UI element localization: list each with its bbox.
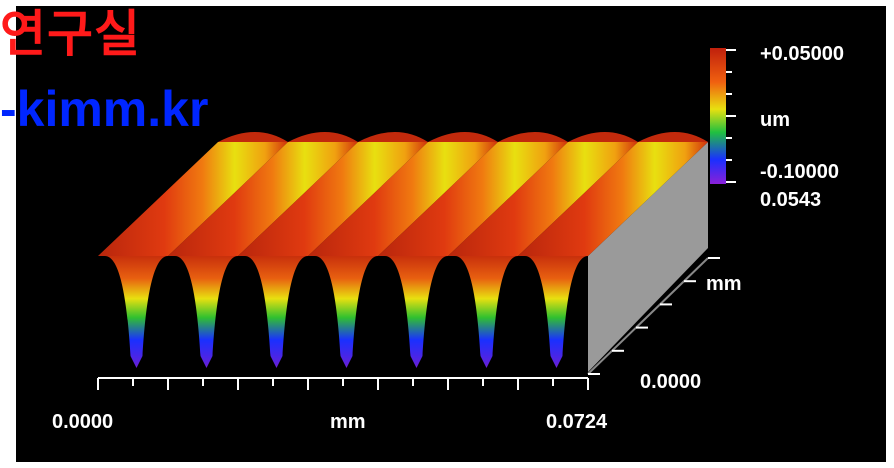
x-axis-unit-label: mm [330,411,366,433]
watermark-korean-text: 연구실 [0,5,141,63]
colorbar-ticks [726,49,736,183]
y-axis [587,257,720,375]
y-axis-unit-label: mm [706,273,742,295]
surface-ridge [378,142,568,256]
surface-valley [175,256,238,368]
colorbar-max-label: +0.05000 [760,43,844,65]
surface-ridge-crest [428,132,498,142]
surface-ridge [308,142,498,256]
colorbar-extra-label: 0.0543 [760,189,821,211]
surface-valley [385,256,448,368]
surface-ridge-crest [288,132,358,142]
surface-valley [315,256,378,368]
surface-valley [525,256,588,368]
x-axis [97,377,589,390]
y-axis-start-label: 0.0000 [640,371,701,393]
surface-ridge [448,142,638,256]
surface-ridge-crest [638,132,708,142]
surface-ridge-crest [498,132,568,142]
surface-valley [455,256,518,368]
surface-front-profile [105,256,588,368]
surface-ridge [168,142,358,256]
colorbar-min-label: -0.10000 [760,161,839,183]
x-axis-end-label: 0.0724 [546,411,608,433]
surface-ridges [98,132,708,256]
surface-ridge [98,142,288,256]
colorbar-unit-label: um [760,109,790,131]
surface-ridge [518,142,708,256]
surface-valley [105,256,168,368]
surface-ridge-crest [568,132,638,142]
surface-valley [245,256,308,368]
surface-side-wall [588,142,708,372]
surface-ridge [238,142,428,256]
surface-ridge-crest [218,132,288,142]
x-axis-start-label: 0.0000 [52,411,113,433]
surface-ridge-crest [358,132,428,142]
watermark-url-text: -kimm.kr [0,81,209,137]
colorbar [710,48,726,184]
